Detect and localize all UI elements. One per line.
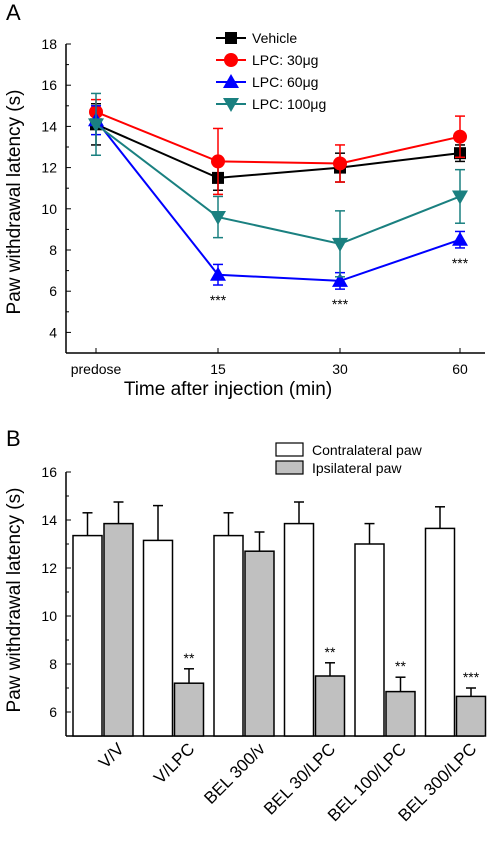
panel-a-legend-marker: [223, 74, 239, 88]
panel-b-bar-ipsilateral: [455, 695, 487, 737]
panel-b-bar-contralateral: [283, 522, 315, 737]
panel-a-series-3: [88, 92, 468, 278]
panel-a-y-tick-label: 6: [49, 283, 57, 299]
panel-a-legend-label: LPC: 30μg: [252, 52, 318, 68]
panel-a-legend-label: Vehicle: [252, 30, 297, 46]
panel-a-x-tick-label: 15: [210, 361, 226, 377]
panel-b-bar-contralateral: [213, 534, 244, 737]
panel-b-letter: B: [6, 426, 21, 451]
panel-a-line-chart: 4 6 8 10 12 14 16 18 predose 15 30 60 *** *** *** Vehic…: [41, 30, 485, 377]
panel-a-letter: A: [6, 0, 21, 25]
panel-a-significance-label: ***: [210, 292, 227, 308]
panel-b-bar-ipsilateral: [385, 690, 416, 737]
panel-b-legend-swatch: [275, 442, 304, 457]
panel-b-bar-contralateral: [354, 543, 385, 737]
panel-b-bar-ipsilateral: [103, 522, 134, 737]
panel-a-series-line: [95, 123, 461, 179]
panel-a-y-tick-label: 18: [41, 36, 57, 52]
panel-a-y-tick-label: 12: [41, 160, 57, 176]
panel-b-category-label: BEL 300/v: [200, 739, 269, 808]
panel-b-bar-ipsilateral: [314, 675, 346, 737]
panel-b-y-tick-label: 12: [41, 560, 57, 576]
panel-b-y-tick-label: 10: [41, 608, 57, 624]
panel-a-significance-label: ***: [332, 296, 349, 312]
panel-a-data-point: [211, 154, 225, 169]
panel-a-legend-marker: [225, 32, 237, 44]
panel-b-bar-contralateral: [142, 539, 174, 737]
panel-a-legend-marker: [224, 53, 238, 67]
panel-b-significance-label: **: [325, 644, 336, 660]
panel-b-y-tick-label: 16: [41, 464, 57, 480]
panel-a-data-point: [210, 266, 226, 281]
panel-a-x-tick-label: predose: [71, 361, 122, 377]
panel-b-y-tick-label: 6: [49, 704, 57, 720]
panel-a-data-point: [210, 211, 226, 226]
panel-a-series-line: [95, 119, 461, 282]
panel-a-legend-label: LPC: 100μg: [252, 96, 326, 112]
panel-b-bar-contralateral: [72, 534, 103, 737]
panel-b-legend-swatch: [275, 460, 304, 475]
panel-b-y-tick-label: 14: [41, 512, 57, 528]
panel-b-category-label: BEL 30/LPC: [260, 739, 339, 818]
panel-a-series-2: [88, 105, 468, 290]
panel-b-y-tick-label: 8: [49, 656, 57, 672]
panel-b-category-label: V/LPC: [150, 739, 198, 787]
panel-a-data-point: [452, 190, 468, 205]
panel-a-data-point: [88, 118, 104, 133]
panel-a-data-point: [453, 129, 467, 144]
panel-b-legend-label: Contralateral paw: [312, 442, 423, 458]
panel-a-data-point: [332, 272, 348, 287]
panel-a-y-axis-title: Paw withdrawal latency (s): [4, 90, 25, 315]
panel-a-legend-label: LPC: 60μg: [252, 74, 318, 90]
panel-b-bar-ipsilateral: [173, 682, 205, 737]
panel-a-x-tick-label: 60: [452, 361, 468, 377]
panel-a-y-tick-label: 10: [41, 201, 57, 217]
panel-a-y-tick-label: 14: [41, 118, 57, 134]
panel-b-legend: Contralateral paw Ipsilateral paw: [275, 442, 423, 476]
panel-a-data-point: [452, 231, 468, 246]
panel-b-bar-contralateral: [424, 527, 456, 737]
panel-b-significance-label: **: [184, 650, 195, 666]
panel-a-x-axis-title: Time after injection (min): [124, 379, 332, 400]
panel-b-y-axis-title: Paw withdrawal latency (s): [4, 488, 25, 713]
panel-b-significance-label: **: [395, 658, 406, 674]
panel-b-significance-label: ***: [463, 669, 480, 685]
panel-b-category-label: V/V: [95, 739, 128, 772]
panel-a-y-tick-label: 4: [49, 324, 57, 340]
panel-a-data-point: [333, 156, 347, 171]
panel-a-legend-marker: [223, 98, 239, 112]
panel-a-series-line: [95, 111, 461, 165]
panel-b-legend-label: Ipsilateral paw: [312, 460, 402, 476]
panel-a-significance-label: ***: [452, 255, 469, 271]
panel-a-series-line: [95, 123, 461, 245]
panel-a-legend: Vehicle LPC: 30μg LPC: 60μg LPC: 100μg: [216, 30, 326, 112]
panel-a-y-tick-label: 8: [49, 242, 57, 258]
panel-a-x-tick-label: 30: [332, 361, 348, 377]
panel-b-bar-ipsilateral: [244, 550, 275, 737]
panel-a-y-tick-label: 16: [41, 77, 57, 93]
panel-a-data-point: [332, 237, 348, 252]
